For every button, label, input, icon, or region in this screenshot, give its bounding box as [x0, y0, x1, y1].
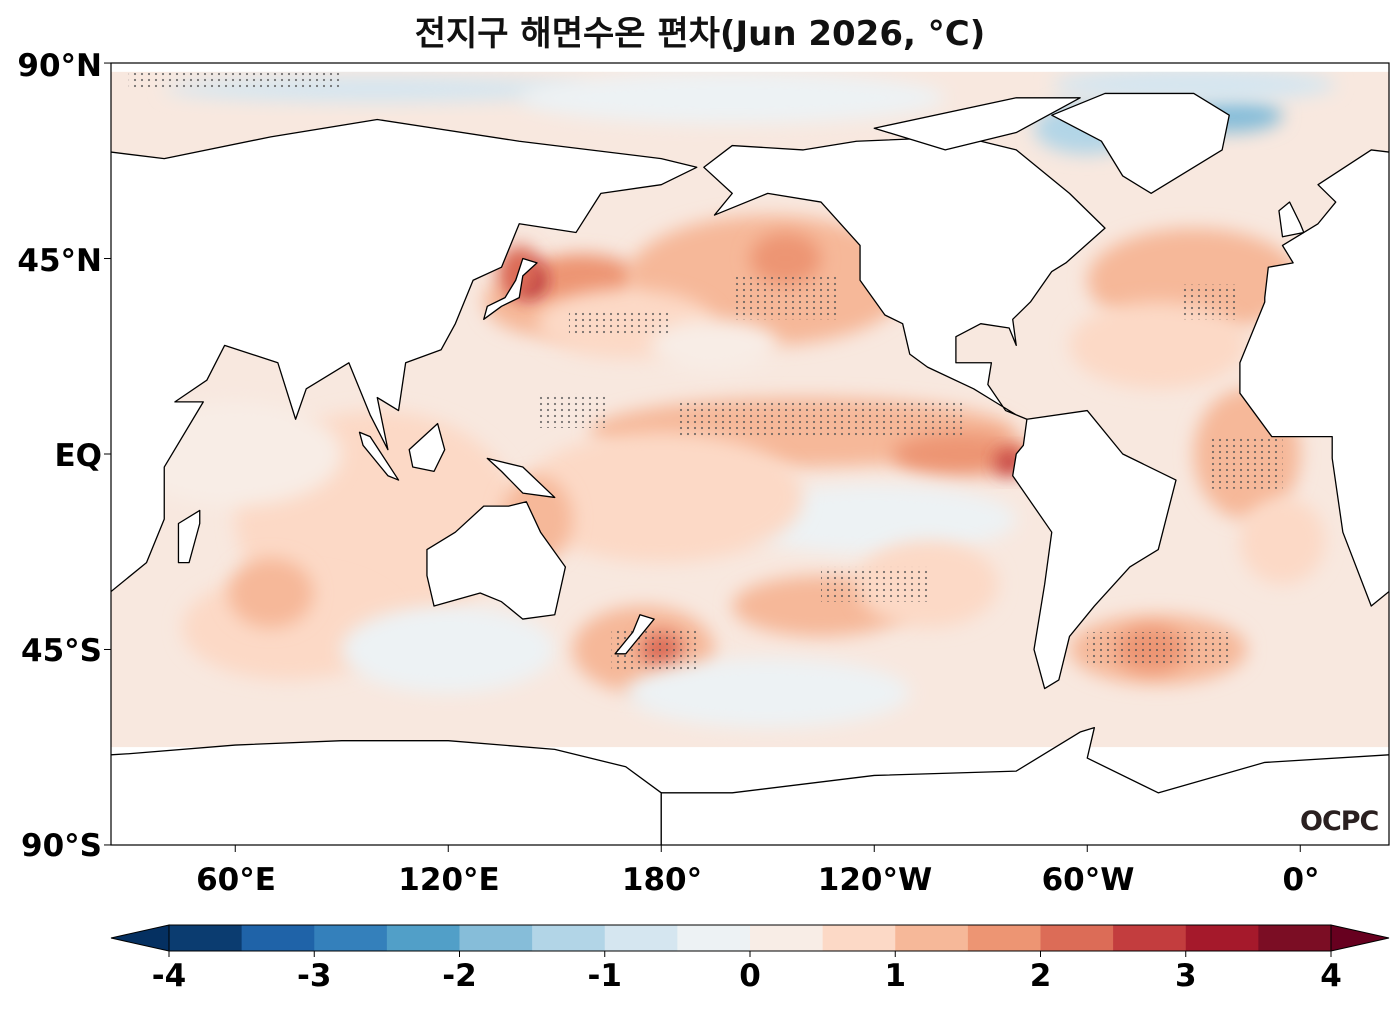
anomaly-region	[625, 658, 910, 728]
stipple-area	[679, 401, 963, 437]
colorbar-tick-label: -1	[587, 958, 622, 994]
stipple-area	[1211, 436, 1283, 489]
landmass-eurasia-africa	[111, 118, 698, 593]
colorbar-tick-label: -3	[297, 958, 332, 994]
colorbar-bin	[532, 925, 606, 951]
landmass-japan	[483, 257, 538, 320]
colorbar-bin	[677, 925, 751, 951]
anomaly-region	[341, 606, 555, 693]
coastlines	[1, 63, 1389, 845]
lon-label-120w: 120°W	[817, 862, 933, 898]
stipple-area	[568, 310, 669, 337]
anomaly-region	[519, 71, 946, 124]
lon-label-60w: 60°W	[1041, 862, 1135, 898]
landmass-new-zealand	[614, 614, 655, 655]
landmass-antarctica	[111, 740, 662, 845]
colorbar-bin	[1258, 925, 1332, 951]
landmass-greenland	[1051, 92, 1230, 195]
landmass-arctic-islands	[873, 97, 1081, 151]
colorbar	[110, 924, 1390, 957]
stipple-area	[128, 71, 342, 90]
anomaly-region	[650, 319, 779, 372]
anomaly-region	[1239, 497, 1326, 585]
stipple-area	[821, 566, 928, 602]
landmass-uk	[1, 202, 26, 237]
colorbar-tick-label: 4	[1320, 958, 1342, 994]
colorbar-tick-label: 3	[1174, 958, 1197, 994]
colorbar-bin	[386, 925, 460, 951]
axis-ticks	[104, 62, 1301, 852]
landmass-uk	[1278, 201, 1305, 238]
lat-label-90n: 90°N	[17, 48, 102, 84]
lon-label-180: 180°	[621, 862, 703, 898]
landmass-sumatra	[358, 431, 400, 481]
landmass-eurasia-africa	[1239, 149, 1389, 607]
landmass-south-america	[1012, 409, 1177, 690]
lon-label-0: 0°	[1282, 862, 1320, 898]
colorbar-bin	[241, 925, 315, 951]
colorbar-tick-label: 0	[739, 958, 761, 994]
anomaly-region	[750, 232, 821, 285]
landmass-australia	[426, 501, 567, 620]
colorbar-tick-label: 1	[884, 958, 907, 994]
colorbar-bin	[1185, 925, 1259, 951]
ocpc-logo: OCPC	[1300, 806, 1379, 837]
colorbar-bin	[1040, 925, 1114, 951]
stipple-area	[537, 393, 608, 428]
lat-label-90s: 90°S	[21, 828, 102, 864]
colorbar-bin	[604, 925, 678, 951]
landmass-borneo	[408, 422, 446, 473]
colorbar-bin	[822, 925, 896, 951]
colorbar-bin	[895, 925, 969, 951]
colorbar-bin	[314, 925, 388, 951]
anomaly-region	[519, 432, 804, 563]
landmass-new-guinea	[486, 457, 556, 499]
colorbar-bin	[967, 925, 1041, 951]
anomaly-region	[732, 484, 1017, 554]
colorbar-bin	[459, 925, 533, 951]
stipple-area	[1183, 284, 1240, 320]
lat-label-45s: 45°S	[21, 633, 102, 669]
landmass-north-america	[703, 136, 1106, 420]
colorbar-under-arrow	[110, 924, 170, 952]
colorbar-bin	[750, 925, 824, 951]
anomaly-region	[228, 558, 314, 628]
colorbar-tick-label: 2	[1029, 958, 1052, 994]
lat-label-eq: EQ	[54, 438, 102, 474]
no-data-region	[111, 63, 1389, 72]
landmass-antarctica	[660, 727, 1389, 845]
lon-label-120e: 120°E	[398, 862, 500, 898]
colorbar-bin	[1113, 925, 1187, 951]
colorbar-over-arrow	[1330, 924, 1390, 952]
colorbar-tick-label: -2	[442, 958, 477, 994]
stipple-area	[732, 275, 839, 320]
stipple-area	[1087, 632, 1230, 667]
anomaly-region	[1069, 301, 1247, 389]
lat-label-45n: 45°N	[17, 243, 102, 279]
colorbar-tick-label: -4	[151, 958, 187, 994]
colorbar-bin	[169, 925, 243, 951]
lon-label-60e: 60°E	[196, 862, 276, 898]
landmass-madagascar	[177, 509, 201, 564]
map-title: 전지구 해면수온 편차(Jun 2026, °C)	[414, 14, 986, 54]
